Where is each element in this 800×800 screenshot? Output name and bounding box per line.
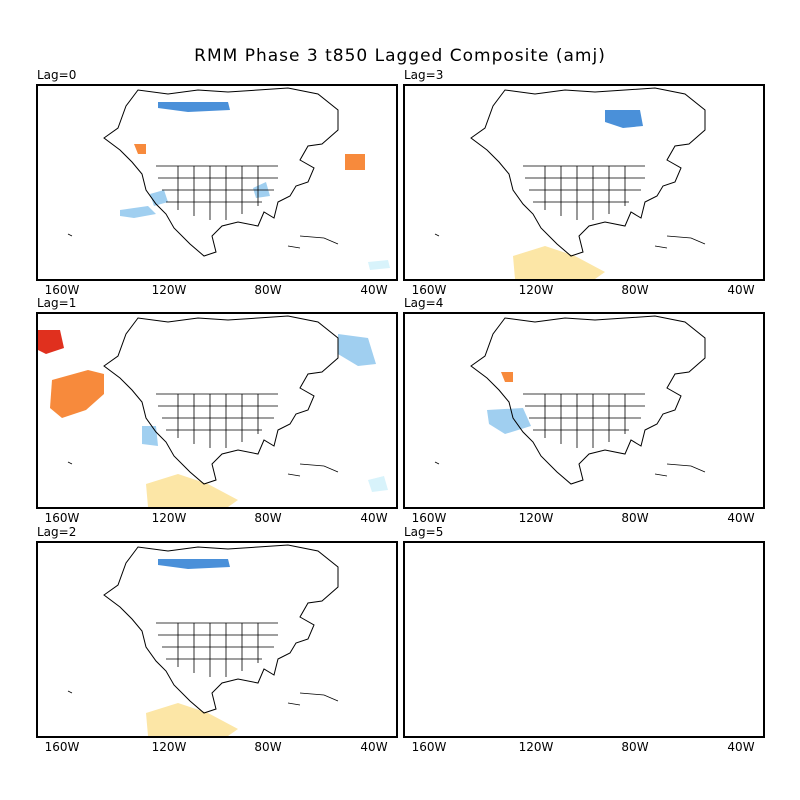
- map-svg: [67, 544, 339, 736]
- longitude-tick-label: 40W: [360, 283, 388, 297]
- longitude-tick-label: 160W: [411, 511, 447, 525]
- figure-title: RMM Phase 3 t850 Lagged Composite (amj): [194, 46, 606, 66]
- longitude-tick-label: 160W: [411, 283, 447, 297]
- panel-label-lag-5: Lag=5: [404, 525, 444, 539]
- anomaly-warm-strong: [38, 330, 64, 354]
- map-panel-lag-1: [36, 312, 398, 509]
- longitude-tick-label: 120W: [151, 511, 187, 525]
- longitude-tick-label: 40W: [727, 283, 755, 297]
- longitude-tick-label: 80W: [254, 740, 282, 754]
- longitude-tick-label: 40W: [360, 511, 388, 525]
- anomaly-cool-medium: [605, 110, 643, 128]
- coastline: [103, 315, 339, 485]
- anomaly-cool-medium: [158, 559, 230, 569]
- anomaly-cool-faint: [368, 260, 390, 270]
- anomaly-warm-medium: [501, 372, 513, 382]
- coastline: [103, 544, 339, 714]
- map-svg: [434, 87, 706, 279]
- longitude-tick-label: 120W: [518, 511, 554, 525]
- longitude-tick-label: 80W: [254, 283, 282, 297]
- islands: [67, 461, 339, 477]
- panel-label-lag-1: Lag=1: [37, 296, 77, 310]
- state-boundaries: [156, 165, 278, 220]
- islands: [434, 233, 706, 249]
- anomaly-warm-light: [513, 246, 605, 279]
- longitude-tick-label: 80W: [621, 283, 649, 297]
- anomaly-warm-light: [146, 474, 238, 507]
- longitude-tick-label: 120W: [518, 283, 554, 297]
- anomaly-cool-light: [142, 426, 158, 446]
- islands: [434, 461, 706, 477]
- anomaly-warm-light: [146, 703, 238, 736]
- anomaly-cool-light: [120, 206, 156, 218]
- anomaly-cool-faint: [368, 476, 388, 492]
- longitude-tick-label: 40W: [727, 511, 755, 525]
- longitude-tick-label: 40W: [360, 740, 388, 754]
- state-boundaries: [523, 393, 645, 448]
- state-boundaries: [156, 622, 278, 677]
- map-panel-lag-3: [403, 84, 765, 281]
- islands: [67, 233, 339, 249]
- anomaly-warm-medium: [134, 144, 146, 154]
- longitude-tick-label: 120W: [518, 740, 554, 754]
- anomaly-cool-light: [338, 334, 376, 366]
- map-svg: [38, 315, 388, 507]
- longitude-tick-label: 120W: [151, 740, 187, 754]
- longitude-tick-label: 160W: [44, 740, 80, 754]
- panel-label-lag-0: Lag=0: [37, 68, 77, 82]
- longitude-tick-label: 160W: [44, 511, 80, 525]
- anomaly-cool-light: [487, 408, 531, 434]
- coastline: [103, 87, 339, 257]
- map-panel-lag-2: [36, 541, 398, 738]
- longitude-tick-label: 120W: [151, 283, 187, 297]
- map-panel-lag-5: [403, 541, 765, 738]
- longitude-tick-label: 80W: [621, 511, 649, 525]
- anomaly-cool-medium: [158, 102, 230, 112]
- longitude-tick-label: 40W: [727, 740, 755, 754]
- longitude-tick-label: 160W: [44, 283, 80, 297]
- panel-label-lag-2: Lag=2: [37, 525, 77, 539]
- longitude-tick-label: 80W: [621, 740, 649, 754]
- coastline: [470, 87, 706, 257]
- panel-label-lag-3: Lag=3: [404, 68, 444, 82]
- state-boundaries: [156, 393, 278, 448]
- map-svg: [434, 315, 706, 485]
- coastline: [470, 315, 706, 485]
- map-svg: [67, 87, 390, 270]
- longitude-tick-label: 80W: [254, 511, 282, 525]
- panel-label-lag-4: Lag=4: [404, 296, 444, 310]
- anomaly-cool-light: [150, 190, 168, 206]
- anomaly-warm-medium: [50, 370, 104, 418]
- map-panel-lag-0: [36, 84, 398, 281]
- map-svg: [405, 543, 763, 736]
- islands: [67, 690, 339, 706]
- longitude-tick-label: 160W: [411, 740, 447, 754]
- state-boundaries: [523, 165, 645, 220]
- map-panel-lag-4: [403, 312, 765, 509]
- anomaly-warm-medium: [345, 154, 365, 170]
